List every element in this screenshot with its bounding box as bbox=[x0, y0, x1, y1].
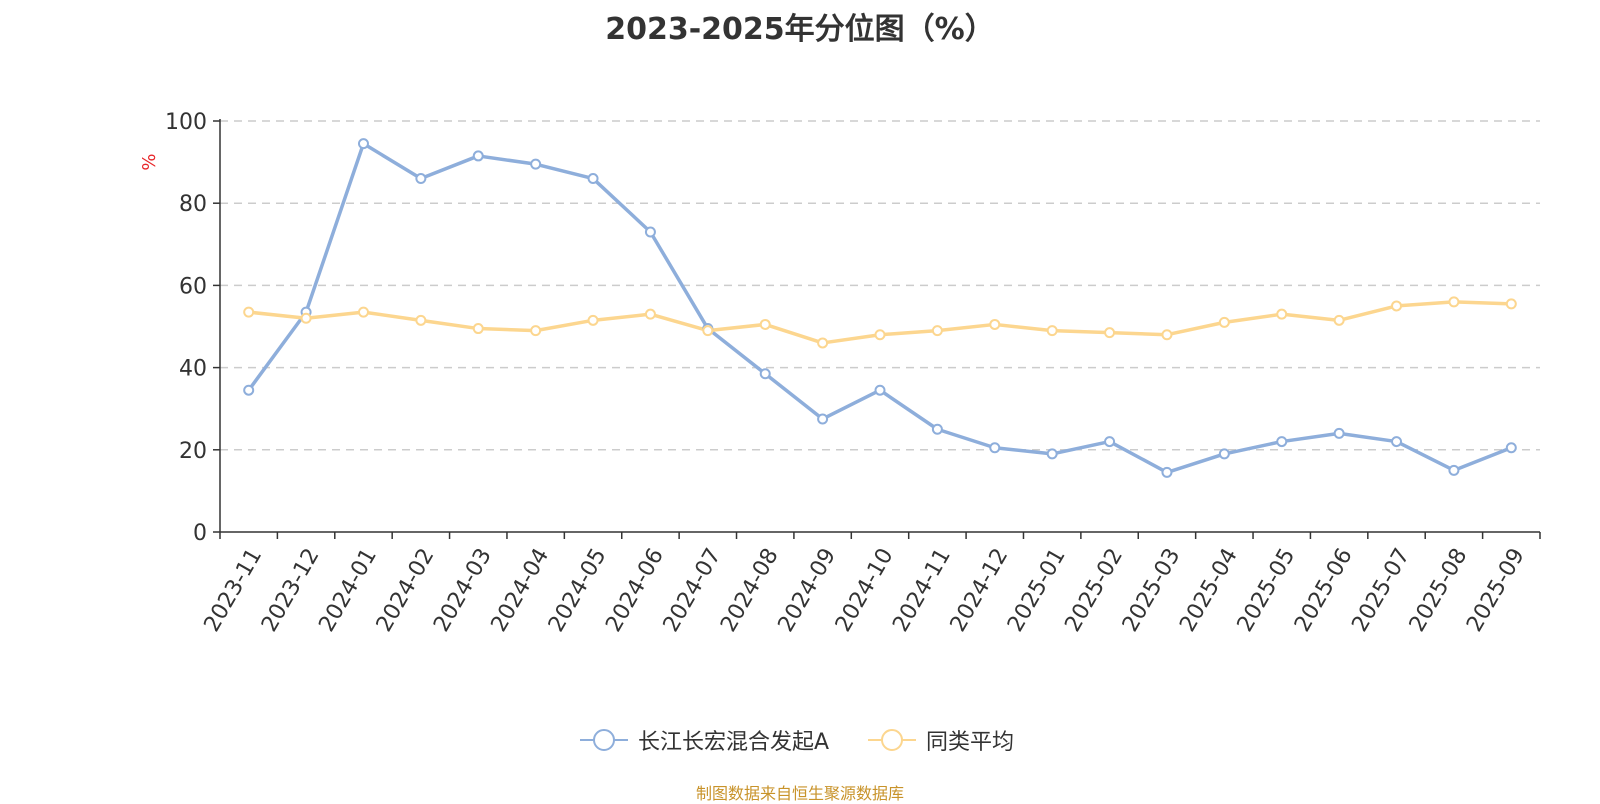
y-tick-label: 0 bbox=[193, 521, 207, 546]
y-tick-label: 40 bbox=[179, 357, 207, 382]
y-tick-label: 80 bbox=[179, 192, 207, 217]
data-point-series-1[interactable] bbox=[1104, 436, 1116, 448]
series-line-1 bbox=[247, 141, 1512, 475]
legend-item-series-1[interactable]: 长江长宏混合发起A bbox=[580, 722, 829, 758]
data-point-series-2[interactable] bbox=[1046, 325, 1058, 337]
data-point-series-1[interactable] bbox=[1505, 442, 1517, 454]
data-point-series-2[interactable] bbox=[1333, 314, 1345, 326]
data-point-series-2[interactable] bbox=[931, 325, 943, 337]
legend-label: 长江长宏混合发起A bbox=[638, 730, 830, 755]
axes bbox=[213, 119, 1541, 539]
legend-marker-circle-icon bbox=[580, 729, 628, 751]
data-point-series-1[interactable] bbox=[1276, 436, 1288, 448]
data-point-series-2[interactable] bbox=[357, 306, 369, 318]
data-point-series-1[interactable] bbox=[415, 173, 427, 185]
data-point-series-1[interactable] bbox=[1161, 466, 1173, 478]
data-point-series-2[interactable] bbox=[1276, 308, 1288, 320]
data-point-series-2[interactable] bbox=[472, 323, 484, 335]
data-point-series-1[interactable] bbox=[243, 384, 255, 396]
data-point-series-2[interactable] bbox=[415, 314, 427, 326]
data-point-series-2[interactable] bbox=[1104, 327, 1116, 339]
data-point-series-2[interactable] bbox=[1391, 300, 1403, 312]
data-point-series-1[interactable] bbox=[874, 384, 886, 396]
data-source-note: 制图数据来自恒生聚源数据库 bbox=[695, 784, 904, 803]
data-point-series-2[interactable] bbox=[300, 312, 312, 324]
data-point-series-2[interactable] bbox=[759, 318, 771, 330]
y-tick-label: 60 bbox=[179, 274, 207, 299]
data-point-series-1[interactable] bbox=[1391, 436, 1403, 448]
data-point-series-2[interactable] bbox=[243, 306, 255, 318]
data-point-series-2[interactable] bbox=[1448, 296, 1460, 308]
legend-item-series-2[interactable]: 同类平均 bbox=[868, 722, 1014, 758]
chart-title: 2023-2025年分位图（%） bbox=[605, 12, 995, 47]
x-tick-label: 2025-09 bbox=[1462, 544, 1530, 636]
y-tick-labels: 0 20 40 60 80 100 bbox=[165, 110, 207, 546]
data-point-series-2[interactable] bbox=[874, 329, 886, 341]
data-point-series-1[interactable] bbox=[817, 413, 829, 425]
data-point-series-1[interactable] bbox=[644, 226, 656, 238]
data-point-series-2[interactable] bbox=[989, 318, 1001, 330]
data-point-series-1[interactable] bbox=[530, 158, 542, 170]
data-point-series-2[interactable] bbox=[702, 325, 714, 337]
data-point-series-2[interactable] bbox=[1218, 316, 1230, 328]
data-point-series-1[interactable] bbox=[989, 442, 1001, 454]
data-point-series-2[interactable] bbox=[1161, 329, 1173, 341]
data-point-series-1[interactable] bbox=[759, 368, 771, 380]
x-tick-labels: 2023-112023-122024-012024-022024-032024-… bbox=[200, 544, 1530, 636]
data-point-series-2[interactable] bbox=[587, 314, 599, 326]
series-lines bbox=[243, 138, 1517, 478]
y-tick-label: 100 bbox=[165, 110, 207, 135]
y-tick-label: 20 bbox=[179, 439, 207, 464]
data-point-series-1[interactable] bbox=[1333, 427, 1345, 439]
data-point-series-2[interactable] bbox=[530, 325, 542, 337]
data-point-series-1[interactable] bbox=[587, 173, 599, 185]
data-point-series-1[interactable] bbox=[1448, 464, 1460, 476]
grid-lines bbox=[220, 120, 1540, 451]
y-axis-label: % bbox=[139, 153, 160, 170]
data-point-series-2[interactable] bbox=[644, 308, 656, 320]
legend-label: 同类平均 bbox=[926, 730, 1015, 755]
data-point-series-1[interactable] bbox=[931, 423, 943, 435]
data-point-series-1[interactable] bbox=[472, 150, 484, 162]
legend: 长江长宏混合发起A 同类平均 bbox=[0, 722, 1600, 758]
data-point-series-2[interactable] bbox=[1505, 298, 1517, 310]
data-point-series-1[interactable] bbox=[1046, 448, 1058, 460]
data-point-series-2[interactable] bbox=[817, 337, 829, 349]
legend-marker-circle-icon bbox=[868, 729, 916, 751]
data-point-series-1[interactable] bbox=[357, 138, 369, 150]
data-point-series-1[interactable] bbox=[1218, 448, 1230, 460]
